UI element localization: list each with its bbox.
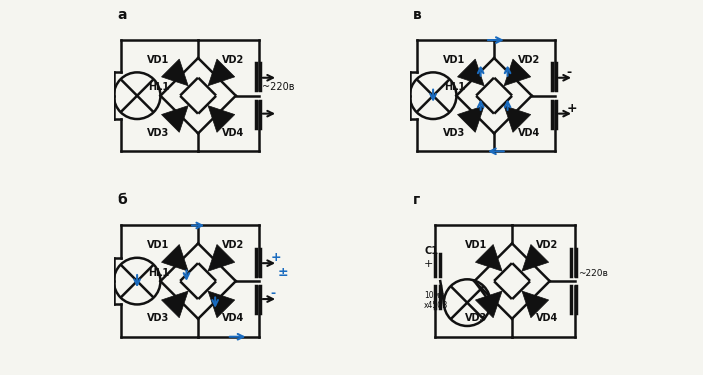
Text: -: - [567,66,572,79]
Polygon shape [458,106,484,132]
Polygon shape [504,106,531,132]
Polygon shape [475,291,502,318]
Polygon shape [504,59,531,86]
Polygon shape [162,106,188,132]
Text: VD2: VD2 [222,240,245,250]
Text: VD4: VD4 [222,128,245,138]
Text: +: + [271,251,281,264]
Text: VD3: VD3 [465,314,486,324]
Text: VD4: VD4 [222,314,245,324]
Text: VD2: VD2 [536,240,558,250]
Polygon shape [522,244,548,271]
Polygon shape [208,106,235,132]
Text: VD1: VD1 [147,54,169,64]
Text: C1: C1 [424,246,438,256]
Text: а: а [117,8,127,21]
Polygon shape [208,244,235,271]
Text: VD2: VD2 [518,54,541,64]
Text: VD1: VD1 [147,240,169,250]
Text: ~220в: ~220в [262,82,295,92]
Text: VD4: VD4 [536,314,558,324]
Polygon shape [458,59,484,86]
Polygon shape [208,291,235,318]
Text: ~220в: ~220в [578,269,607,278]
Text: VD1: VD1 [443,54,465,64]
Text: VD3: VD3 [443,128,465,138]
Text: +: + [567,102,577,115]
Polygon shape [522,291,548,318]
Polygon shape [475,244,502,271]
Text: б: б [117,193,127,207]
Text: VD1: VD1 [465,240,486,250]
Text: VD2: VD2 [222,54,245,64]
Text: +: + [424,259,434,269]
Text: VD4: VD4 [518,128,541,138]
Polygon shape [162,244,188,271]
Polygon shape [162,291,188,318]
Text: в: в [413,8,422,21]
Text: HL1: HL1 [444,82,465,92]
Text: VD3: VD3 [147,128,169,138]
Text: VD3: VD3 [147,314,169,324]
Text: г: г [413,193,420,207]
Text: HL1: HL1 [148,82,169,92]
Text: -: - [271,287,276,300]
Text: HL1: HL1 [148,268,169,278]
Text: 10мк
х450В: 10мк х450В [424,291,449,310]
Text: ±: ± [278,266,289,279]
Polygon shape [162,59,188,86]
Polygon shape [208,59,235,86]
